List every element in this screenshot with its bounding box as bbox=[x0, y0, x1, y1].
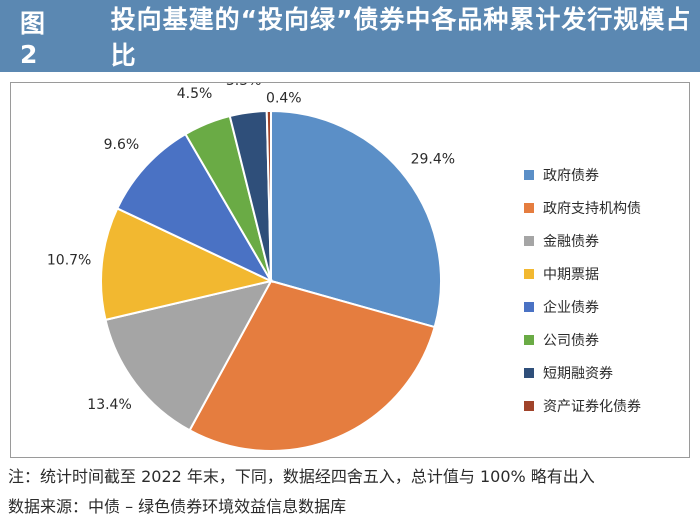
figure-title-bar: 图 2 投向基建的“投向绿”债券中各品种累计发行规模占比 bbox=[0, 0, 700, 72]
legend-label: 政府债券 bbox=[543, 167, 599, 184]
slice-data-label: 29.4% bbox=[411, 151, 455, 167]
legend-swatch bbox=[524, 235, 534, 246]
legend-item: 公司债券 bbox=[524, 323, 689, 356]
figure-number: 图 2 bbox=[20, 8, 47, 69]
legend-swatch bbox=[524, 202, 534, 213]
legend-label: 金融债券 bbox=[543, 233, 599, 250]
pie-slice bbox=[115, 132, 274, 284]
slice-data-label: 3.5% bbox=[226, 83, 262, 89]
legend-swatch bbox=[524, 334, 534, 345]
legend-label: 资产证券化债券 bbox=[543, 398, 641, 415]
notes: 注：统计时间截至 2022 年末，下同，数据经四舍五入，总计值与 100% 略有… bbox=[8, 462, 698, 522]
legend-item: 政府债券 bbox=[524, 158, 689, 191]
legend-label: 短期融资券 bbox=[543, 365, 613, 382]
pie-chart: 29.4%28.6%13.4%10.7%9.6%4.5%3.5%0.4% bbox=[47, 83, 455, 452]
legend-swatch bbox=[524, 268, 534, 279]
legend-item: 中期票据 bbox=[524, 257, 689, 290]
pie-slice bbox=[270, 109, 442, 329]
chart-area: 29.4%28.6%13.4%10.7%9.6%4.5%3.5%0.4% 政府债… bbox=[10, 82, 690, 458]
pie-slice bbox=[188, 279, 436, 452]
legend-item: 政府支持机构债 bbox=[524, 191, 689, 224]
slice-data-label: 13.4% bbox=[87, 397, 131, 413]
legend-swatch bbox=[524, 400, 534, 411]
legend-item: 短期融资券 bbox=[524, 356, 689, 389]
source-text: 数据来源：中债 – 绿色债券环境效益信息数据库 bbox=[8, 497, 347, 516]
legend-swatch bbox=[524, 301, 534, 312]
legend-swatch bbox=[524, 367, 534, 378]
legend-label: 企业债券 bbox=[543, 299, 599, 316]
legend: 政府债券政府支持机构债 金融债券中期票据企业债券公司债券短期融资券资产证券化债券 bbox=[524, 158, 689, 422]
slice-data-label: 9.6% bbox=[104, 137, 140, 153]
legend-label: 公司债券 bbox=[543, 332, 599, 349]
pie-slice bbox=[265, 109, 272, 282]
legend-item: 企业债券 bbox=[524, 290, 689, 323]
slice-data-label: 0.4% bbox=[266, 90, 302, 106]
legend-label: 政府支持机构债 bbox=[543, 200, 641, 217]
note-text: 注：统计时间截至 2022 年末，下同，数据经四舍五入，总计值与 100% 略有… bbox=[8, 467, 595, 486]
figure-title: 投向基建的“投向绿”债券中各品种累计发行规模占比 bbox=[110, 5, 692, 70]
slice-data-label: 4.5% bbox=[177, 86, 213, 102]
pie-slice bbox=[100, 207, 275, 322]
legend-swatch bbox=[524, 169, 534, 180]
pie-slice bbox=[104, 279, 273, 432]
slice-data-label: 10.7% bbox=[47, 253, 91, 269]
legend-item: 金融债券 bbox=[524, 224, 689, 257]
legend-item: 资产证券化债券 bbox=[524, 389, 689, 422]
legend-label: 中期票据 bbox=[543, 266, 599, 283]
